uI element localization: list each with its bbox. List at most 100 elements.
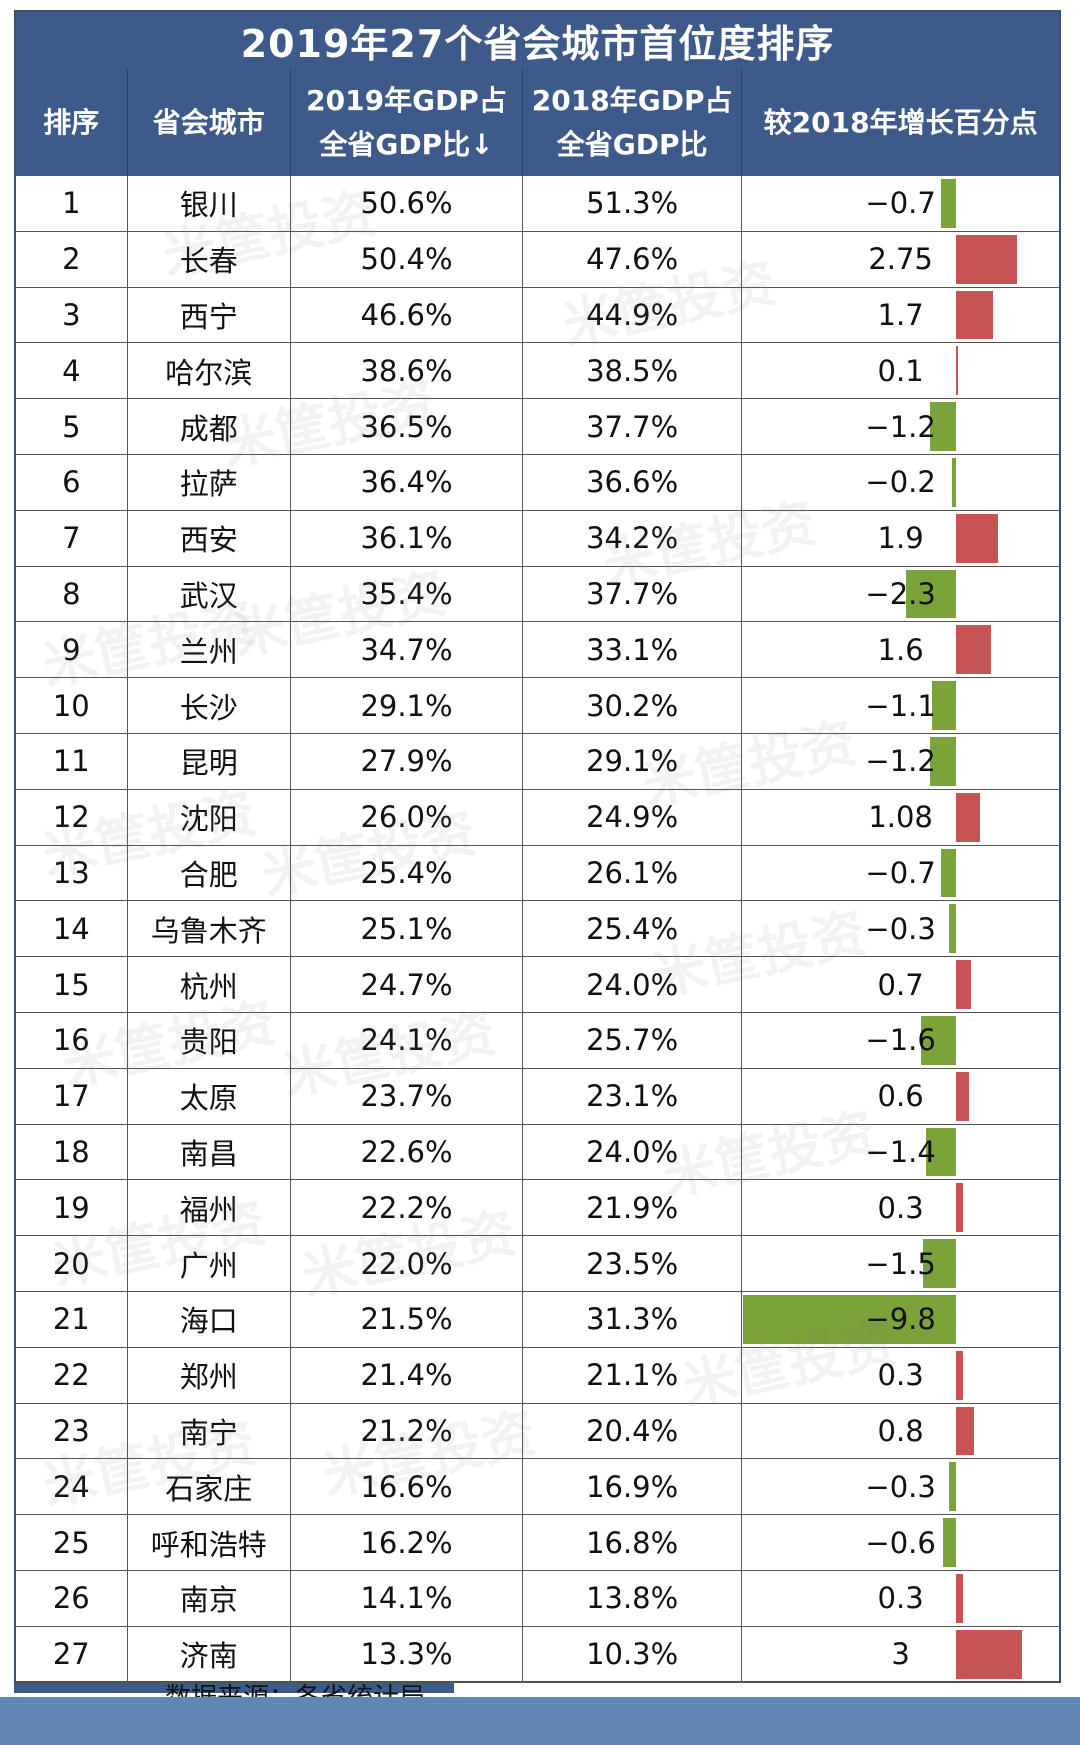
change-value: 0.6 xyxy=(877,1079,924,1114)
negative-change-bar xyxy=(930,736,957,786)
table-frame: 2019年27个省会城市首位度排序 排序 省会城市 2019年GDP占 全省GD… xyxy=(14,10,1061,1683)
gdp-2019-cell: 36.5% xyxy=(291,399,524,454)
change-cell: 1.6 xyxy=(742,622,1059,677)
table-row: 4 哈尔滨 38.6% 38.5% 0.1 xyxy=(16,343,1059,400)
change-value: 1.08 xyxy=(868,800,933,835)
change-value: −1.1 xyxy=(865,688,936,723)
gdp-2019-cell: 29.1% xyxy=(291,678,524,733)
positive-change-bar xyxy=(956,290,994,340)
gdp-2019-cell: 22.6% xyxy=(291,1124,524,1180)
change-value: −0.7 xyxy=(865,186,936,221)
gdp-2019-cell: 36.1% xyxy=(291,510,524,566)
positive-change-bar xyxy=(956,1071,970,1121)
gdp-2018-cell: 24.9% xyxy=(523,789,743,845)
city-cell: 乌鲁木齐 xyxy=(128,901,291,957)
city-cell: 太原 xyxy=(128,1068,291,1124)
city-cell: 西安 xyxy=(128,510,291,566)
change-value: 0.1 xyxy=(877,353,924,388)
gdp-2019-cell: 23.7% xyxy=(291,1068,524,1124)
city-cell: 郑州 xyxy=(128,1347,291,1403)
table-row: 18 南昌 22.6% 24.0% −1.4 xyxy=(16,1124,1059,1181)
change-value: −0.3 xyxy=(865,1469,936,1504)
negative-change-bar xyxy=(932,681,957,730)
change-cell: −9.8 xyxy=(742,1292,1059,1347)
change-value: −0.6 xyxy=(865,1525,936,1560)
gdp-2019-cell: 21.2% xyxy=(291,1403,524,1459)
change-cell: −0.7 xyxy=(742,176,1059,231)
rank-cell: 12 xyxy=(16,789,128,845)
rank-cell: 4 xyxy=(16,343,128,399)
rank-cell: 17 xyxy=(16,1068,128,1124)
rank-cell: 20 xyxy=(16,1236,128,1291)
rank-cell: 14 xyxy=(16,901,128,957)
gdp-2019-cell: 50.4% xyxy=(291,231,524,287)
header-gdp-2019[interactable]: 2019年GDP占 全省GDP比↓ xyxy=(291,69,524,176)
negative-change-bar xyxy=(923,1239,957,1288)
table-row: 11 昆明 27.9% 29.1% −1.2 xyxy=(16,733,1059,790)
table-row: 24 石家庄 16.6% 16.9% −0.3 xyxy=(16,1459,1059,1516)
table-row: 19 福州 22.2% 21.9% 0.3 xyxy=(16,1180,1059,1237)
rank-cell: 21 xyxy=(16,1291,128,1347)
gdp-2018-cell: 26.1% xyxy=(523,845,743,901)
change-value: 1.7 xyxy=(877,297,924,332)
change-cell: −0.2 xyxy=(742,455,1059,510)
table-row: 7 西安 36.1% 34.2% 1.9 xyxy=(16,510,1059,567)
city-cell: 福州 xyxy=(128,1180,291,1236)
change-cell: −0.3 xyxy=(742,901,1059,956)
city-cell: 海口 xyxy=(128,1291,291,1347)
positive-change-bar xyxy=(956,1350,964,1400)
header-gdp-2018: 2018年GDP占 全省GDP比 xyxy=(523,69,743,176)
table-row: 6 拉萨 36.4% 36.6% −0.2 xyxy=(16,454,1059,511)
table-row: 16 贵阳 24.1% 25.7% −1.6 xyxy=(16,1012,1059,1069)
gdp-2018-cell: 20.4% xyxy=(523,1403,743,1459)
city-cell: 成都 xyxy=(128,399,291,454)
change-cell: 2.75 xyxy=(742,232,1059,287)
change-value: 2.75 xyxy=(868,242,933,277)
city-cell: 南昌 xyxy=(128,1124,291,1180)
positive-change-bar xyxy=(956,792,981,842)
gdp-2019-cell: 21.5% xyxy=(291,1291,524,1347)
table-row: 23 南宁 21.2% 20.4% 0.8 xyxy=(16,1403,1059,1460)
negative-change-bar xyxy=(743,1294,957,1344)
gdp-2018-cell: 29.1% xyxy=(523,733,743,789)
change-value: −9.8 xyxy=(865,1302,936,1337)
table-header: 排序 省会城市 2019年GDP占 全省GDP比↓ 2018年GDP占 全省GD… xyxy=(16,69,1059,176)
table-row: 5 成都 36.5% 37.7% −1.2 xyxy=(16,399,1059,455)
rank-cell: 27 xyxy=(16,1626,128,1682)
gdp-2019-cell: 16.2% xyxy=(291,1515,524,1570)
positive-change-bar xyxy=(956,346,959,396)
city-cell: 哈尔滨 xyxy=(128,343,291,399)
change-cell: 3 xyxy=(742,1627,1059,1682)
positive-change-bar xyxy=(956,960,972,1009)
city-cell: 西宁 xyxy=(128,287,291,343)
table-row: 25 呼和浩特 16.2% 16.8% −0.6 xyxy=(16,1515,1059,1571)
table-row: 14 乌鲁木齐 25.1% 25.4% −0.3 xyxy=(16,901,1059,958)
table-row: 1 银川 50.6% 51.3% −0.7 xyxy=(16,176,1059,232)
table-row: 17 太原 23.7% 23.1% 0.6 xyxy=(16,1068,1059,1125)
table-row: 15 杭州 24.7% 24.0% 0.7 xyxy=(16,957,1059,1013)
gdp-2019-cell: 24.1% xyxy=(291,1012,524,1068)
rank-cell: 16 xyxy=(16,1012,128,1068)
city-cell: 沈阳 xyxy=(128,789,291,845)
gdp-2018-cell: 16.8% xyxy=(523,1515,743,1570)
gdp-2018-cell: 44.9% xyxy=(523,287,743,343)
change-value: −0.2 xyxy=(865,465,936,500)
change-value: 0.8 xyxy=(877,1413,924,1448)
negative-change-bar xyxy=(906,569,957,619)
gdp-2019-cell: 46.6% xyxy=(291,287,524,343)
rank-cell: 1 xyxy=(16,176,128,231)
gdp-2018-cell: 36.6% xyxy=(523,454,743,510)
gdp-2019-cell: 25.4% xyxy=(291,845,524,901)
header-change: 较2018年增长百分点 xyxy=(763,105,1038,139)
gdp-2019-cell: 14.1% xyxy=(291,1570,524,1626)
change-value: −1.5 xyxy=(865,1246,936,1281)
city-cell: 济南 xyxy=(128,1626,291,1682)
negative-change-bar xyxy=(926,1127,957,1177)
city-cell: 杭州 xyxy=(128,957,291,1012)
change-cell: 1.08 xyxy=(742,790,1059,845)
header-city: 省会城市 xyxy=(128,69,291,176)
change-value: 0.3 xyxy=(877,1358,924,1393)
gdp-2019-cell: 38.6% xyxy=(291,343,524,399)
negative-change-bar xyxy=(949,904,957,954)
city-cell: 合肥 xyxy=(128,845,291,901)
